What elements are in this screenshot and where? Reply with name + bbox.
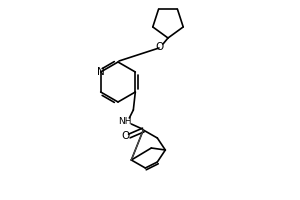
Text: O: O [121,131,129,141]
Text: N: N [97,67,105,77]
Text: NH: NH [118,117,132,127]
Text: O: O [156,42,164,52]
